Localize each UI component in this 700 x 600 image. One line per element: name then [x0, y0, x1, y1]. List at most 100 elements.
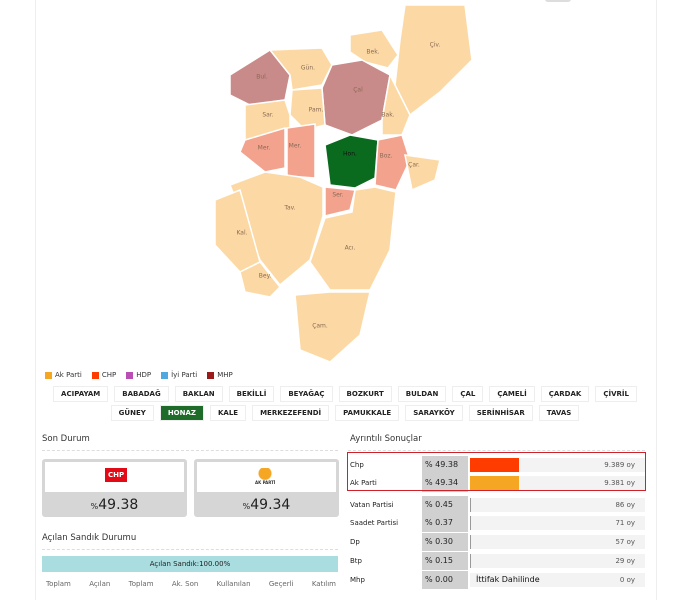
district-button[interactable]: BOZKURT: [338, 386, 392, 402]
percent-value: 49.38: [98, 497, 139, 513]
district-shape[interactable]: [239, 126, 286, 173]
vote-count: 71 oy: [615, 519, 635, 527]
party-name: Ak Parti: [350, 479, 377, 487]
district-shape[interactable]: [286, 123, 316, 179]
vote-count: 57 oy: [615, 538, 635, 546]
card-logo-area: CHP: [45, 462, 184, 492]
district-button[interactable]: ÇAMELİ: [489, 386, 535, 402]
district-shape[interactable]: [381, 72, 411, 136]
district-map: Bek. Çiv. Bul. Gün. Çal Pam. Sar. Bak. M…: [214, 0, 571, 363]
map-control[interactable]: [545, 0, 571, 2]
result-card: AK PARTİ %49.34: [194, 459, 339, 517]
district-button[interactable]: ACIPAYAM: [53, 386, 109, 402]
legend-swatch: [161, 371, 169, 379]
content-panel: [35, 0, 657, 600]
bar-track: [470, 554, 645, 568]
party-name: Chp: [350, 461, 364, 469]
percent-label: % 0.45: [422, 496, 468, 514]
legend-item: Ak Parti: [45, 371, 82, 379]
card-value: %49.34: [194, 497, 339, 513]
district-shape[interactable]: [404, 154, 441, 192]
map-label: Hon.: [343, 151, 357, 158]
percent-label: % 49.38: [422, 456, 468, 474]
map-label: Çiv.: [430, 42, 441, 49]
legend-item: HDP: [126, 371, 151, 379]
map-label: Bak.: [381, 112, 394, 119]
section-title: Ayrıntılı Sonuçlar: [350, 434, 422, 444]
district-shape[interactable]: [229, 171, 324, 287]
result-row: Dp % 0.30 57 oy: [348, 533, 645, 551]
district-shape[interactable]: [239, 261, 282, 298]
note: İttifak Dahilinde: [476, 575, 540, 584]
bar-track: [470, 498, 645, 512]
party-logo: AK PARTİ: [253, 468, 278, 486]
result-row: Saadet Partisi % 0.37 71 oy: [348, 514, 645, 532]
district-button[interactable]: BABADAĞ: [114, 386, 169, 402]
column-header: Toplam: [128, 580, 154, 588]
district-shape[interactable]: [309, 186, 397, 291]
district-button[interactable]: ÇİVRİL: [595, 386, 637, 402]
percent-sign: %: [90, 502, 99, 511]
party-logo: CHP: [105, 468, 128, 482]
column-header: Kullanılan: [216, 580, 251, 588]
district-shape[interactable]: [324, 186, 356, 217]
card-logo-area: AK PARTİ: [197, 462, 336, 492]
district-shape[interactable]: [324, 134, 379, 189]
progress-bar: Açılan Sandık:100.00%: [42, 556, 338, 572]
district-button[interactable]: ÇAL: [452, 386, 484, 402]
legend-label: İyi Parti: [171, 371, 198, 379]
column-header: Katılım: [311, 580, 336, 588]
bar-track: [470, 535, 645, 549]
vote-count: 9.381 oy: [604, 479, 635, 487]
district-button[interactable]: SARAYKÖY: [405, 405, 463, 421]
district-button[interactable]: PAMUKKALE: [335, 405, 400, 421]
district-shape[interactable]: [394, 4, 473, 117]
divider: [42, 450, 338, 451]
map-label: Çam.: [312, 323, 328, 330]
district-shape[interactable]: [268, 47, 333, 91]
column-header: Geçerli: [268, 580, 294, 588]
percent-label: % 0.15: [422, 552, 468, 570]
district-shape[interactable]: [349, 29, 399, 69]
map-label: Çal: [353, 87, 363, 94]
district-button[interactable]: HONAZ: [159, 405, 204, 421]
map-label: Gün.: [301, 65, 315, 72]
legend-item: MHP: [207, 371, 233, 379]
result-row: Vatan Partisi % 0.45 86 oy: [348, 496, 645, 514]
district-button[interactable]: BULDAN: [397, 386, 447, 402]
map-label: Çar.: [408, 162, 420, 169]
party-name: Vatan Partisi: [350, 501, 394, 509]
vote-count: 0 oy: [619, 576, 635, 584]
district-button[interactable]: BAKLAN: [174, 386, 223, 402]
district-button[interactable]: BEYAĞAÇ: [280, 386, 333, 402]
divider: [348, 450, 645, 451]
party-name: Saadet Partisi: [350, 519, 399, 527]
percent-label: % 0.37: [422, 514, 468, 532]
legend-label: MHP: [217, 371, 233, 379]
column-header: Ak. Son: [171, 580, 199, 588]
percent-label: % 49.34: [422, 474, 468, 492]
district-shape[interactable]: [374, 134, 411, 191]
district-button[interactable]: BEKİLLİ: [228, 386, 275, 402]
map-label: Ser.: [332, 192, 343, 199]
result-row: Btp % 0.15 29 oy: [348, 552, 645, 570]
percent-label: % 0.00: [422, 571, 468, 589]
district-button[interactable]: TAVAS: [538, 405, 580, 421]
map-label: Acı.: [345, 245, 356, 252]
district-shape[interactable]: [321, 59, 391, 136]
district-button[interactable]: MERKEZEFENDİ: [252, 405, 330, 421]
district-button[interactable]: ÇARDAK: [540, 386, 590, 402]
district-shape[interactable]: [294, 291, 371, 363]
map-label: Sar.: [262, 112, 273, 119]
party-name: Dp: [350, 538, 360, 546]
result-row: Ak Parti % 49.34 9.381 oy: [348, 474, 645, 492]
district-button[interactable]: KALE: [209, 405, 247, 421]
legend-label: HDP: [136, 371, 152, 379]
bar-track: [470, 573, 645, 587]
card-value: %49.38: [42, 497, 187, 513]
map-label: Mer.: [258, 145, 271, 152]
district-button[interactable]: GÜNEY: [110, 405, 154, 421]
district-button[interactable]: SERİNHİSAR: [468, 405, 533, 421]
percent-sign: %: [242, 502, 251, 511]
